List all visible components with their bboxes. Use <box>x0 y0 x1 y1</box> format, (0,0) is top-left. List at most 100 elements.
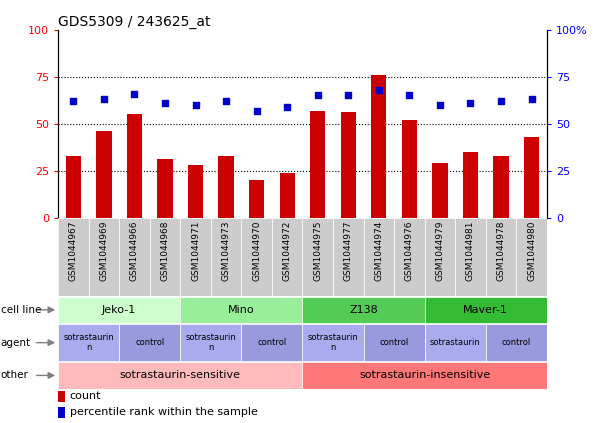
Bar <box>180 218 211 296</box>
Text: sotrastaurin-sensitive: sotrastaurin-sensitive <box>120 371 241 380</box>
Point <box>343 92 353 99</box>
Point <box>252 107 262 114</box>
Point <box>527 96 536 103</box>
Bar <box>241 324 302 361</box>
Bar <box>188 165 203 218</box>
Text: Z138: Z138 <box>349 305 378 315</box>
Bar <box>425 297 547 323</box>
Text: GSM1044966: GSM1044966 <box>130 220 139 281</box>
Text: sotrastaurin
n: sotrastaurin n <box>63 333 114 352</box>
Text: GSM1044967: GSM1044967 <box>69 220 78 281</box>
Text: GSM1044978: GSM1044978 <box>497 220 505 281</box>
Bar <box>127 114 142 218</box>
Bar <box>455 218 486 296</box>
Text: sotrastaurin
n: sotrastaurin n <box>185 333 236 352</box>
Text: percentile rank within the sample: percentile rank within the sample <box>70 407 258 417</box>
Bar <box>280 173 295 218</box>
Text: cell line: cell line <box>1 305 41 315</box>
Bar <box>89 218 119 296</box>
Bar <box>302 324 364 361</box>
Bar <box>341 113 356 218</box>
Point <box>374 86 384 93</box>
Bar <box>463 152 478 218</box>
Bar <box>180 297 302 323</box>
Text: sotrastaurin: sotrastaurin <box>430 338 481 347</box>
Bar <box>302 297 425 323</box>
Text: Mino: Mino <box>228 305 255 315</box>
Text: Jeko-1: Jeko-1 <box>102 305 136 315</box>
Text: sotrastaurin-insensitive: sotrastaurin-insensitive <box>359 371 490 380</box>
Text: control: control <box>502 338 531 347</box>
Point <box>496 98 506 104</box>
Text: agent: agent <box>1 338 31 348</box>
Text: GSM1044981: GSM1044981 <box>466 220 475 281</box>
Text: count: count <box>70 391 101 401</box>
Text: GSM1044980: GSM1044980 <box>527 220 536 281</box>
Text: Maver-1: Maver-1 <box>463 305 508 315</box>
Bar <box>58 407 65 418</box>
Point <box>99 96 109 103</box>
Point <box>191 102 200 108</box>
Bar <box>310 110 326 218</box>
Point <box>404 92 414 99</box>
Bar <box>302 218 333 296</box>
Text: GSM1044975: GSM1044975 <box>313 220 322 281</box>
Text: GSM1044974: GSM1044974 <box>375 220 383 280</box>
Point <box>160 100 170 107</box>
Bar <box>394 218 425 296</box>
Bar <box>486 218 516 296</box>
Text: other: other <box>1 371 29 380</box>
Bar <box>58 391 65 402</box>
Bar <box>272 218 302 296</box>
Text: GSM1044971: GSM1044971 <box>191 220 200 281</box>
Text: GSM1044969: GSM1044969 <box>100 220 108 281</box>
Point <box>313 92 323 99</box>
Bar <box>402 120 417 218</box>
Bar <box>364 324 425 361</box>
Bar <box>302 362 547 389</box>
Text: control: control <box>257 338 287 347</box>
Bar <box>211 218 241 296</box>
Bar <box>150 218 180 296</box>
Bar <box>119 218 150 296</box>
Bar <box>486 324 547 361</box>
Bar <box>58 218 89 296</box>
Point <box>68 98 78 104</box>
Text: GSM1044968: GSM1044968 <box>161 220 169 281</box>
Bar <box>241 218 272 296</box>
Bar <box>58 297 180 323</box>
Bar <box>180 324 241 361</box>
Text: GSM1044970: GSM1044970 <box>252 220 261 281</box>
Bar <box>58 324 119 361</box>
Bar <box>158 159 173 218</box>
Bar <box>516 218 547 296</box>
Text: sotrastaurin
n: sotrastaurin n <box>307 333 359 352</box>
Bar <box>371 75 386 218</box>
Text: GSM1044976: GSM1044976 <box>405 220 414 281</box>
Point <box>282 103 292 110</box>
Bar <box>249 180 264 218</box>
Bar <box>364 218 394 296</box>
Text: control: control <box>379 338 409 347</box>
Bar <box>433 163 447 218</box>
Bar <box>333 218 364 296</box>
Bar <box>66 156 81 218</box>
Bar <box>119 324 180 361</box>
Bar <box>219 156 234 218</box>
Bar <box>425 218 455 296</box>
Text: GSM1044972: GSM1044972 <box>283 220 291 280</box>
Bar <box>425 324 486 361</box>
Point <box>221 98 231 104</box>
Text: GDS5309 / 243625_at: GDS5309 / 243625_at <box>58 14 211 29</box>
Text: GSM1044977: GSM1044977 <box>344 220 353 281</box>
Bar <box>524 137 540 218</box>
Bar <box>97 131 112 218</box>
Text: GSM1044973: GSM1044973 <box>222 220 230 281</box>
Point <box>130 90 139 97</box>
Text: control: control <box>135 338 164 347</box>
Point <box>466 100 475 107</box>
Bar <box>58 362 302 389</box>
Text: GSM1044979: GSM1044979 <box>436 220 444 281</box>
Point <box>435 102 445 108</box>
Bar <box>494 156 508 218</box>
